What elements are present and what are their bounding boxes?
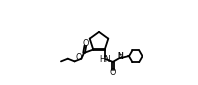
Text: O: O — [76, 53, 82, 62]
Text: N: N — [117, 52, 123, 61]
Text: HN: HN — [99, 55, 110, 64]
Text: H: H — [117, 52, 123, 58]
Text: O: O — [82, 39, 89, 48]
Text: O: O — [110, 68, 116, 77]
